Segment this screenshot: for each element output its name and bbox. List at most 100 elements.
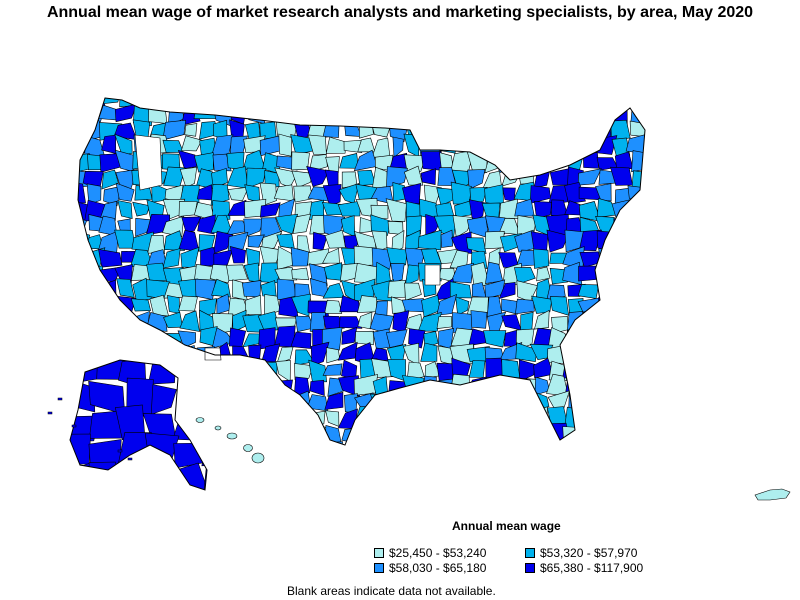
conus-area	[373, 406, 394, 427]
conus-area	[452, 134, 473, 152]
conus-area	[501, 359, 521, 379]
conus-area	[434, 423, 454, 445]
conus-area	[184, 123, 198, 137]
aleutian-island	[71, 424, 77, 428]
conus-area	[644, 233, 645, 255]
conus-area	[227, 389, 250, 413]
conus-area	[612, 98, 628, 106]
conus-area	[449, 440, 472, 445]
conus-area	[633, 280, 645, 302]
conus-area	[132, 344, 155, 361]
conus-area	[116, 278, 135, 298]
conus-area	[386, 98, 405, 109]
conus-area	[226, 264, 249, 282]
conus-area	[246, 392, 267, 415]
conus-area	[419, 439, 442, 445]
conus-area	[308, 359, 328, 383]
conus-area	[115, 182, 135, 202]
alaska-area	[202, 466, 207, 490]
conus-area	[577, 440, 602, 445]
conus-area	[371, 166, 389, 189]
conus-area	[177, 345, 197, 365]
conus-area	[420, 151, 442, 171]
conus-area	[436, 392, 457, 414]
conus-area	[359, 120, 374, 139]
conus-area	[305, 443, 328, 445]
conus-area	[340, 443, 362, 445]
conus-area	[649, 88, 662, 109]
conus-area	[243, 98, 266, 108]
conus-area	[529, 443, 554, 445]
conus-area	[420, 342, 438, 362]
conus-area	[147, 235, 166, 254]
conus-area	[513, 103, 537, 125]
conus-area	[354, 106, 379, 124]
conus-area	[644, 118, 645, 143]
conus-area	[533, 101, 552, 123]
conus-area	[227, 231, 249, 252]
conus-area	[449, 103, 474, 121]
conus-area	[259, 406, 282, 431]
conus-outline	[77, 97, 646, 446]
conus-area	[596, 424, 616, 443]
puerto-rico	[754, 488, 791, 501]
conus-area	[531, 121, 554, 138]
conus-area	[101, 169, 119, 190]
conus-area	[529, 185, 552, 204]
conus-area	[596, 441, 614, 445]
conus-area	[631, 214, 645, 235]
alaska-area	[70, 433, 91, 465]
conus-area	[450, 181, 472, 205]
conus-area	[627, 198, 645, 220]
conus-area	[465, 237, 487, 255]
legend-swatch-second	[525, 548, 535, 558]
conus-area	[392, 136, 404, 158]
conus-area	[325, 136, 347, 154]
conus-area	[291, 170, 313, 188]
conus-area	[595, 364, 619, 383]
conus-area	[581, 360, 600, 383]
conus-area	[612, 441, 630, 445]
conus-area	[193, 362, 215, 376]
conus-area	[78, 119, 89, 140]
conus-area	[642, 188, 645, 207]
conus-area	[578, 265, 597, 282]
conus-area	[454, 120, 473, 141]
conus-area	[322, 184, 342, 207]
conus-area	[257, 98, 282, 109]
conus-area	[499, 136, 521, 157]
conus-area	[518, 359, 536, 382]
conus-area	[78, 265, 90, 281]
conus-area	[179, 166, 198, 188]
conus-area	[484, 150, 505, 174]
conus-area	[465, 422, 489, 442]
conus-area	[551, 98, 570, 108]
conus-area	[177, 149, 198, 169]
conus-area	[403, 442, 424, 445]
conus-area	[386, 247, 408, 267]
conus-area	[418, 421, 442, 442]
conus-area	[386, 166, 408, 188]
conus-area	[628, 328, 644, 345]
conus-area	[518, 149, 532, 171]
conus-area	[579, 105, 602, 125]
conus-area	[210, 392, 228, 411]
conus-area	[647, 429, 664, 444]
conus-area	[408, 394, 426, 412]
conus-area	[228, 381, 249, 395]
conus-area	[498, 396, 520, 411]
conus-area	[612, 312, 632, 332]
legend-title: Annual mean wage	[452, 519, 561, 533]
conus-area	[227, 199, 247, 216]
conus-area	[420, 168, 437, 185]
conus-area	[531, 138, 552, 155]
conus-area	[631, 150, 645, 173]
conus-area	[86, 183, 102, 206]
conus-area	[86, 343, 106, 363]
conus-area	[406, 408, 421, 430]
conus-area	[274, 440, 298, 445]
conus-area	[216, 293, 231, 315]
conus-area	[405, 264, 420, 286]
conus-area	[259, 202, 281, 218]
